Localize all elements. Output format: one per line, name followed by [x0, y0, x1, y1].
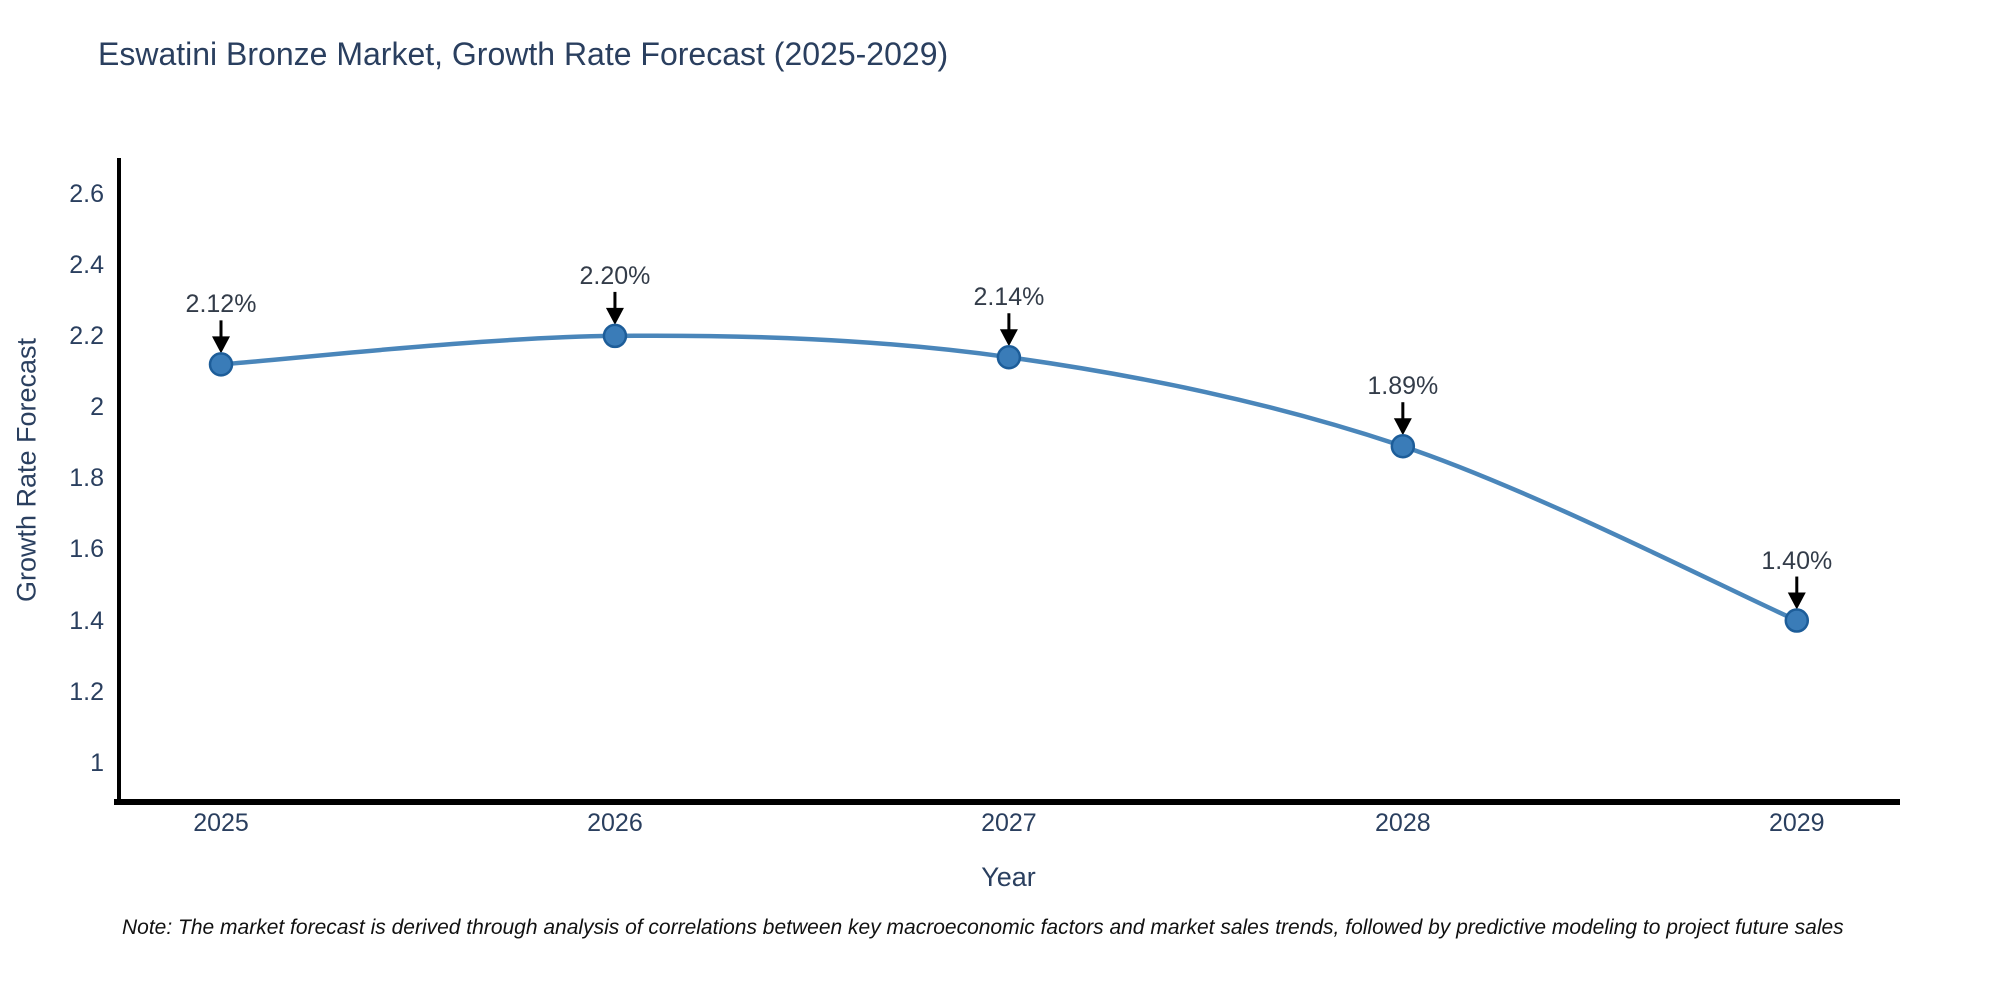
x-tick-label: 2028	[1375, 809, 1431, 837]
y-tick-label: 2.4	[69, 250, 104, 279]
y-tick-label: 2.2	[69, 321, 104, 350]
x-tick-label: 2027	[981, 809, 1037, 837]
y-tick-label: 1.8	[69, 464, 104, 493]
x-axis-title: Year	[981, 862, 1036, 892]
data-point-label: 2.12%	[185, 290, 257, 319]
data-point-2027[interactable]	[996, 344, 1022, 370]
data-point-label: 2.20%	[579, 261, 651, 290]
y-tick-label: 2.6	[69, 179, 104, 208]
data-point-2025[interactable]	[208, 352, 234, 377]
forecast-line-series	[218, 333, 1800, 623]
data-point-2029[interactable]	[1784, 608, 1810, 633]
annotation-arrow-head	[605, 307, 624, 325]
annotation-arrow-head	[1787, 592, 1806, 610]
x-tick-label: 2029	[1768, 809, 1825, 837]
data-point-label: 1.89%	[1367, 372, 1439, 401]
annotation-arrow-head	[999, 329, 1018, 347]
y-tick-label: 2	[90, 393, 104, 422]
y-tick-label: 1	[90, 748, 104, 777]
chart-title: Eswatini Bronze Market, Growth Rate Fore…	[98, 36, 949, 72]
y-tick-label: 1.4	[69, 606, 104, 635]
x-tick-label: 2026	[587, 809, 643, 837]
x-tick-label: 2025	[193, 809, 249, 837]
data-point-label: 2.14%	[973, 283, 1045, 312]
data-point-2026[interactable]	[602, 323, 628, 349]
annotation-arrow-head	[1393, 418, 1412, 436]
data-point-label: 1.40%	[1761, 546, 1833, 575]
annotation-arrow-head	[212, 336, 231, 354]
chart-footnote: Note: The market forecast is derived thr…	[122, 916, 1844, 939]
y-tick-label: 1.6	[69, 535, 104, 564]
data-point-2028[interactable]	[1390, 433, 1416, 459]
y-tick-label: 1.2	[69, 677, 104, 706]
